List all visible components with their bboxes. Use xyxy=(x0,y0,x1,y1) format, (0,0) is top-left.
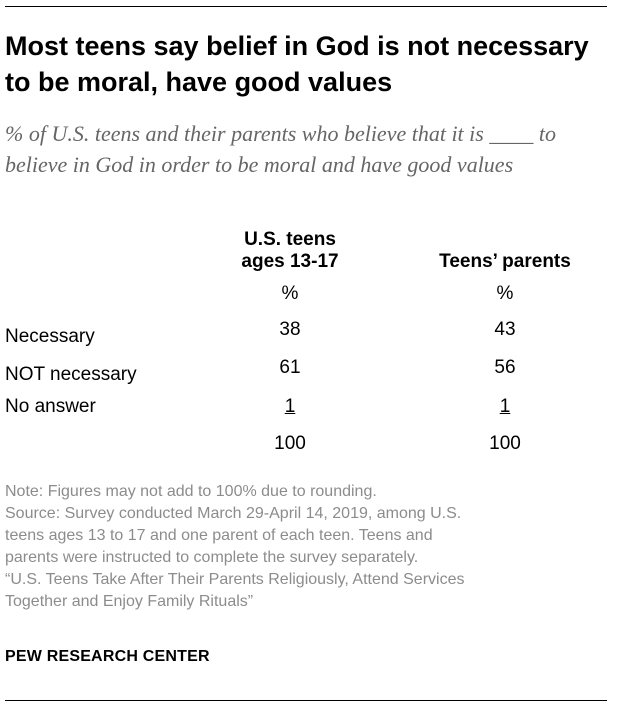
note-text: Note: Figures may not add to 100% due to… xyxy=(5,483,377,500)
source-line-4: “U.S. Teens Take After Their Parents Rel… xyxy=(5,571,465,588)
value-parents-no-answer: 1 xyxy=(499,396,511,417)
row-label-no-answer: No answer xyxy=(5,396,96,417)
row-label-not-necessary: NOT necessary xyxy=(5,364,137,385)
column-header-teens-line2: ages 13-17 xyxy=(241,251,339,272)
value-teens-total: 100 xyxy=(274,433,306,454)
row-label-necessary: Necessary xyxy=(5,326,95,347)
value-parents-not-necessary: 56 xyxy=(494,357,516,378)
bottom-rule xyxy=(5,700,607,701)
value-parents-total: 100 xyxy=(489,433,521,454)
unit-teens: % xyxy=(281,283,299,304)
notes: Note: Figures may not add to 100% due to… xyxy=(5,481,615,613)
unit-parents: % xyxy=(496,283,514,304)
brand-logo-text: PEW RESEARCH CENTER xyxy=(5,648,210,665)
column-header-teens: U.S. teens ages 13-17 xyxy=(230,229,350,273)
source-line-2: teens ages 13 to 17 and one parent of ea… xyxy=(5,527,433,544)
value-teens-no-answer: 1 xyxy=(284,396,296,417)
value-parents-necessary: 43 xyxy=(494,319,516,340)
chart-title: Most teens say belief in God is not nece… xyxy=(5,31,589,97)
chart-subtitle: % of U.S. teens and their parents who be… xyxy=(5,121,556,177)
value-teens-necessary: 38 xyxy=(279,319,301,340)
value-teens-not-necessary: 61 xyxy=(279,357,301,378)
source-line-1: Source: Survey conducted March 29-April … xyxy=(5,505,462,522)
column-header-teens-line1: U.S. teens xyxy=(244,229,336,250)
source-line-3: parents were instructed to complete the … xyxy=(5,549,419,566)
source-line-5: Together and Enjoy Family Rituals” xyxy=(5,593,254,610)
column-header-parents: Teens’ parents xyxy=(439,251,571,272)
top-rule xyxy=(5,6,607,7)
